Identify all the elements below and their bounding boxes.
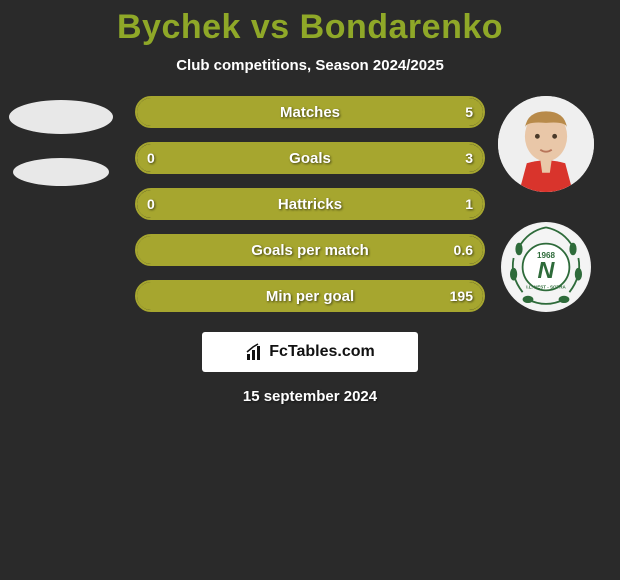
stat-label: Goals per match [137, 236, 483, 264]
left-player-column [6, 96, 116, 186]
right-player-column: 1968 N I.L. NEST - SOTRA [496, 96, 596, 312]
face-icon [498, 96, 594, 192]
comparison-widget: Bychek vs Bondarenko Club competitions, … [0, 0, 620, 405]
brand-text: FcTables.com [269, 343, 375, 361]
stat-value-right: 0.6 [454, 236, 473, 264]
stat-value-right: 1 [465, 190, 473, 218]
date-label: 15 september 2024 [0, 388, 620, 405]
club-initial: N [538, 257, 556, 283]
stat-row-min-per-goal: Min per goal 195 [135, 280, 485, 312]
player-right-club-badge: 1968 N I.L. NEST - SOTRA [501, 222, 591, 312]
stat-value-right: 3 [465, 144, 473, 172]
stat-value-right: 195 [450, 282, 473, 310]
stat-row-matches: Matches 5 [135, 96, 485, 128]
stat-row-goals-per-match: Goals per match 0.6 [135, 234, 485, 266]
club-name: I.L. NEST - SOTRA [526, 285, 566, 290]
page-subtitle: Club competitions, Season 2024/2025 [0, 57, 620, 74]
stat-label: Matches [137, 98, 483, 126]
club-badge-icon: 1968 N I.L. NEST - SOTRA [501, 222, 591, 312]
player-right-avatar [498, 96, 594, 192]
player-left-avatar-placeholder [9, 100, 113, 134]
brand-badge[interactable]: FcTables.com [202, 332, 418, 372]
main-content: 1968 N I.L. NEST - SOTRA Matches 5 0 Goa… [0, 96, 620, 405]
chart-icon [245, 342, 265, 362]
stat-value-right: 5 [465, 98, 473, 126]
stat-label: Hattricks [137, 190, 483, 218]
stat-label: Goals [137, 144, 483, 172]
stats-list: Matches 5 0 Goals 3 0 Hattricks 1 Goa [135, 96, 485, 312]
stat-label: Min per goal [137, 282, 483, 310]
player-left-club-placeholder [13, 158, 109, 186]
page-title: Bychek vs Bondarenko [0, 8, 620, 47]
stat-row-goals: 0 Goals 3 [135, 142, 485, 174]
stat-row-hattricks: 0 Hattricks 1 [135, 188, 485, 220]
